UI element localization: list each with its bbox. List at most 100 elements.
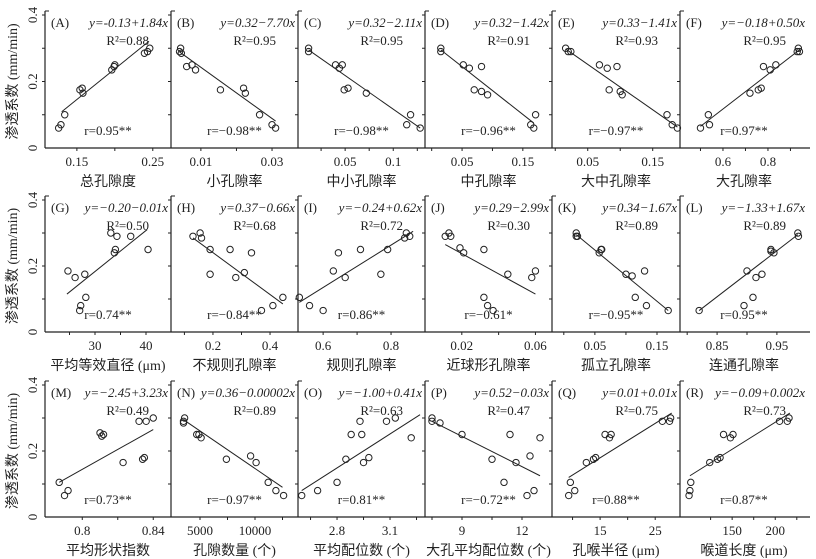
- data-point: [382, 417, 391, 425]
- data-point: [757, 84, 765, 92]
- data-point: [319, 306, 327, 315]
- data-point: [216, 86, 225, 94]
- data-point: [313, 486, 322, 495]
- regression-line: [192, 237, 284, 305]
- data-point: [180, 414, 189, 422]
- data-point: [342, 455, 350, 463]
- data-point: [383, 245, 392, 254]
- correlation-coefficient: r=0.88**: [592, 492, 639, 507]
- data-point: [770, 249, 778, 257]
- data-point: [794, 44, 803, 52]
- data-point: [668, 121, 676, 129]
- x-tick-label: 40: [140, 338, 153, 353]
- x-tick-label: 5000: [187, 523, 213, 538]
- regression-line: [179, 51, 276, 122]
- x-tick-label: 2.8: [329, 523, 345, 538]
- x-tick-label: 0.05: [576, 154, 599, 169]
- data-point: [61, 111, 69, 119]
- data-point: [71, 273, 79, 282]
- data-point: [400, 234, 409, 242]
- data-point: [729, 430, 737, 439]
- data-point: [329, 267, 338, 275]
- x-tick-label: 30: [88, 338, 101, 353]
- correlation-coefficient: r=0.81**: [338, 492, 385, 507]
- r-squared: R²=0.68: [233, 218, 276, 233]
- data-point: [772, 61, 780, 69]
- correlation-coefficient: r=0.73**: [84, 492, 131, 507]
- x-axis-label: 大中孔隙率: [581, 173, 651, 190]
- panel-p: 9 12 大孔平均配位数 (个) (P) y=0.52−0.03x R²=0.47 r=−0…: [422, 380, 551, 559]
- data-point: [591, 453, 600, 462]
- data-point: [298, 491, 306, 500]
- panel-label: (P): [431, 385, 447, 400]
- x-axis-label: 连通孔隙率: [709, 357, 779, 374]
- panel-label: (O): [304, 385, 322, 400]
- r-squared: R²=0.73: [743, 403, 786, 418]
- data-point: [564, 47, 572, 56]
- regression-line: [431, 420, 541, 477]
- regression-equation: y=0.32−2.11x: [346, 15, 422, 30]
- data-point: [358, 430, 366, 439]
- x-axis-label: 孔喉半径 (μm): [572, 543, 660, 559]
- data-point: [271, 124, 280, 132]
- data-point: [269, 301, 277, 310]
- data-point: [304, 47, 313, 56]
- regression-line: [575, 234, 669, 311]
- data-point: [465, 64, 474, 72]
- data-point: [64, 486, 72, 495]
- data-point: [607, 430, 615, 439]
- data-point: [603, 64, 611, 72]
- panel-k: 0.05 0.15 孤立孔隙率 (K) y=0.34−1.67x R²=0.89 r=−0.…: [549, 195, 677, 374]
- correlation-coefficient: r=0.95**: [84, 123, 131, 138]
- data-point: [206, 270, 214, 278]
- regression-equation: y=0.52−0.03x: [472, 385, 549, 400]
- regression-equation: y=0.33−1.41x: [600, 15, 677, 30]
- data-point: [605, 86, 613, 94]
- correlation-coefficient: r=−0.97**: [207, 492, 262, 507]
- data-point: [406, 232, 414, 241]
- x-tick-label: 0.8: [74, 523, 90, 538]
- data-point: [582, 458, 591, 467]
- correlation-coefficient: r=−0.97**: [589, 123, 644, 138]
- x-tick-label: 0.4: [262, 338, 279, 353]
- data-point: [362, 89, 371, 97]
- data-point: [295, 293, 304, 302]
- data-point: [347, 430, 355, 439]
- regression-line: [440, 49, 535, 124]
- regression-equation: y=−0.18+0.50x: [720, 15, 806, 30]
- panel-label: (C): [304, 15, 321, 30]
- data-point: [241, 89, 250, 97]
- panel-l: 0.85 0.95 连通孔隙率 (L) y=−1.33+1.67x R²=0.89 r=0.…: [677, 195, 805, 374]
- data-point: [794, 229, 802, 237]
- data-point: [78, 84, 86, 92]
- x-tick-label: 0.05: [583, 338, 606, 353]
- correlation-coefficient: r=0.74**: [84, 307, 131, 322]
- data-point: [480, 245, 488, 254]
- regression-line: [183, 419, 283, 488]
- y-axis-label: 渗透系数 (mm/min): [5, 208, 21, 325]
- data-point: [573, 232, 582, 241]
- x-tick-label: 9: [459, 523, 466, 538]
- x-tick-label: 3.1: [382, 523, 398, 538]
- data-point: [111, 61, 119, 69]
- data-point: [437, 44, 445, 52]
- data-point: [107, 229, 115, 237]
- data-point: [197, 234, 206, 242]
- panel-label: (K): [558, 200, 576, 215]
- data-point: [437, 47, 445, 56]
- r-squared: R²=0.88: [106, 33, 149, 48]
- x-tick-label: 0.95: [766, 338, 789, 353]
- data-point: [232, 273, 240, 282]
- x-tick-label: 0.01: [190, 154, 213, 169]
- data-point: [759, 62, 768, 71]
- data-point: [247, 249, 256, 257]
- data-point: [589, 455, 598, 463]
- x-axis-label: 平均等效直径 (μm): [50, 357, 166, 374]
- data-point: [530, 124, 538, 132]
- panel-label: (F): [686, 15, 702, 30]
- regression-line: [700, 49, 800, 127]
- data-point: [138, 455, 147, 463]
- data-point: [344, 84, 352, 92]
- x-tick-label: 0.1: [385, 154, 401, 169]
